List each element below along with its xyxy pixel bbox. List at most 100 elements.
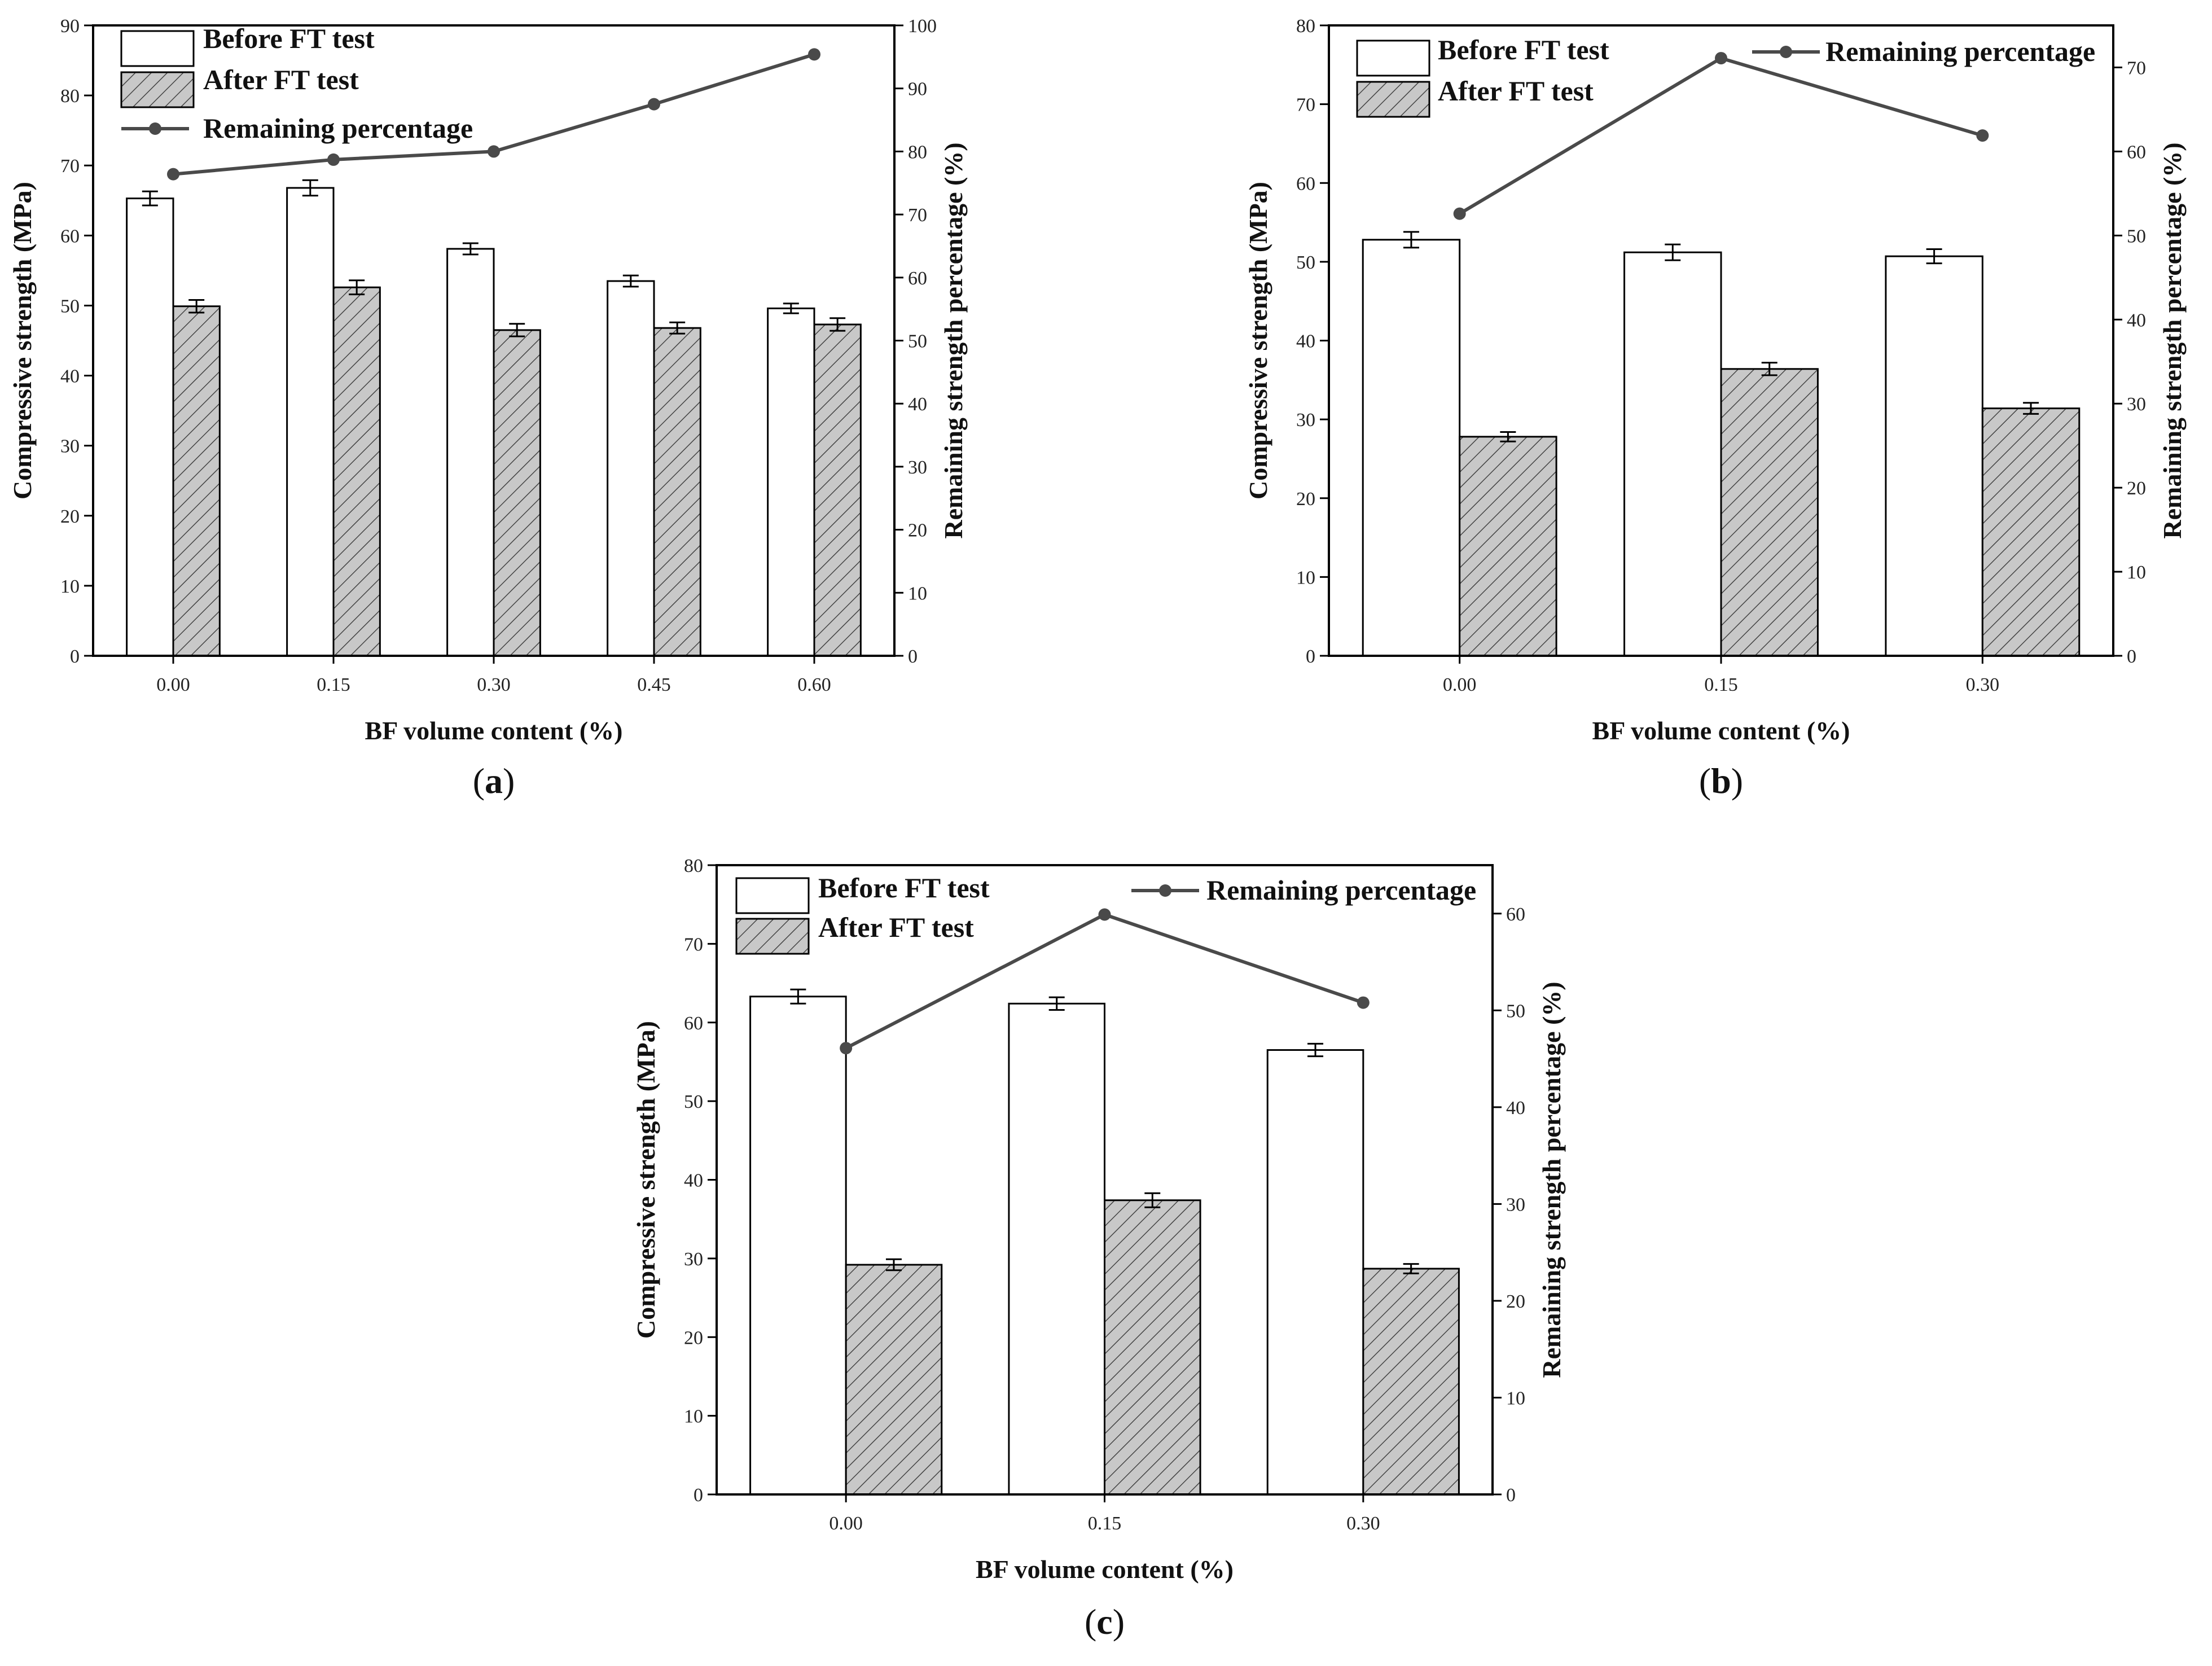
error-bar-a-1-4 xyxy=(830,317,846,332)
y-tick-label: 70 xyxy=(60,156,80,177)
error-bar-c-1-1 xyxy=(1144,1192,1161,1208)
error-bar-b-1-2 xyxy=(2023,402,2039,415)
y2-tick-label: 80 xyxy=(908,142,927,163)
y-tick-label: 30 xyxy=(1296,410,1315,431)
legend-b: Before FT test After FT test Remaining per… xyxy=(1356,34,2095,118)
y2-tick-label: 90 xyxy=(908,79,927,100)
legend-swatch-before xyxy=(120,30,195,67)
x-tick-label: 0.15 xyxy=(317,674,350,695)
y-tick-label: 30 xyxy=(684,1249,703,1270)
before-ft-bar-c-2 xyxy=(1266,1049,1364,1496)
error-bar-c-0-1 xyxy=(1048,996,1065,1011)
panel-label-c: (c) xyxy=(1085,1602,1125,1642)
y-tick-label: 50 xyxy=(60,296,80,317)
y-tick-label: 10 xyxy=(60,576,80,597)
after-ft-bar-a-3 xyxy=(653,327,701,657)
y-tick-label: 60 xyxy=(1296,173,1315,194)
before-ft-bar-a-0 xyxy=(126,198,174,657)
x-tick-label: 0.00 xyxy=(156,674,190,695)
chart-panel-b: 0 10 20 30 40 50 60 70 80 0 10 20 30 40 50 60 70 0.00 0.15… xyxy=(1244,16,2187,801)
legend-line-marker xyxy=(1159,884,1171,897)
remaining-percentage-point-a-0 xyxy=(167,168,179,181)
y-tick-label: 0 xyxy=(694,1485,703,1506)
x-axis-title: BF volume content (%) xyxy=(976,1555,1234,1584)
remaining-percentage-point-b-2 xyxy=(1976,129,1989,142)
after-ft-bar-c-2 xyxy=(1362,1268,1460,1496)
before-ft-bar-b-1 xyxy=(1623,251,1722,657)
legend-label-after: After FT test xyxy=(1438,75,1594,107)
error-bar-c-0-2 xyxy=(1307,1042,1324,1058)
remaining-percentage-point-c-1 xyxy=(1098,908,1111,921)
y-tick-label: 80 xyxy=(684,856,703,876)
y-tick-label: 0 xyxy=(70,646,80,667)
y2-tick-label: 40 xyxy=(2127,310,2146,331)
before-ft-bar-a-2 xyxy=(446,248,495,657)
error-bar-c-1-2 xyxy=(1403,1263,1419,1274)
error-bar-a-0-3 xyxy=(622,274,639,288)
after-ft-bar-a-2 xyxy=(493,329,541,657)
y2-tick-label: 40 xyxy=(1506,1098,1525,1119)
y2-tick-label: 0 xyxy=(1506,1485,1516,1506)
before-ft-bar-c-0 xyxy=(749,996,847,1496)
legend-swatch-before xyxy=(1356,40,1430,77)
y2-axis-title: Remaining strength percentage (%) xyxy=(1537,981,1566,1378)
y2-tick-label: 50 xyxy=(908,331,927,352)
x-axis-title: BF volume content (%) xyxy=(365,716,623,745)
x-tick-label: 0.15 xyxy=(1704,674,1738,695)
y-tick-label: 80 xyxy=(1296,16,1315,37)
y2-tick-label: 50 xyxy=(2127,226,2146,247)
y-axis-title: Compressive strength (MPa) xyxy=(631,1021,660,1339)
after-ft-bar-b-1 xyxy=(1720,368,1819,657)
after-ft-bar-b-2 xyxy=(1981,407,2081,657)
y2-tick-label: 30 xyxy=(1506,1194,1525,1215)
y-tick-label: 10 xyxy=(684,1406,703,1427)
x-tick-label: 0.00 xyxy=(1443,674,1477,695)
error-bar-a-1-1 xyxy=(349,279,365,296)
error-bar-a-0-4 xyxy=(783,302,799,314)
legend-label-before: Before FT test xyxy=(1438,34,1609,65)
y2-tick-label: 70 xyxy=(908,205,927,226)
before-ft-bar-b-2 xyxy=(1885,255,1983,657)
y-tick-label: 90 xyxy=(60,16,80,37)
y-tick-label: 0 xyxy=(1306,646,1315,667)
after-ft-bar-b-0 xyxy=(1459,436,1557,657)
legend-line-marker xyxy=(1780,46,1792,58)
y-tick-label: 20 xyxy=(684,1327,703,1348)
error-bar-b-1-0 xyxy=(1500,431,1516,442)
y2-tick-label: 10 xyxy=(2127,562,2146,583)
legend-label-after: After FT test xyxy=(203,64,359,95)
y2-tick-label: 70 xyxy=(2127,58,2146,78)
error-bar-a-0-0 xyxy=(142,190,158,207)
error-bar-a-1-2 xyxy=(509,323,525,337)
y-tick-label: 10 xyxy=(1296,567,1315,588)
y2-tick-label: 100 xyxy=(908,16,937,37)
error-bar-c-1-0 xyxy=(885,1258,902,1272)
y-tick-label: 40 xyxy=(60,366,80,387)
y2-tick-label: 60 xyxy=(908,268,927,289)
x-tick-label: 0.00 xyxy=(829,1513,863,1534)
legend-label-before: Before FT test xyxy=(818,872,990,904)
y-tick-label: 40 xyxy=(1296,331,1315,352)
after-ft-bar-a-4 xyxy=(813,323,862,657)
remaining-percentage-point-b-1 xyxy=(1715,52,1727,65)
y2-tick-label: 10 xyxy=(908,583,927,604)
legend-label-remaining: Remaining percentage xyxy=(203,112,473,144)
error-bar-a-1-0 xyxy=(188,299,205,314)
y2-tick-label: 20 xyxy=(1506,1291,1525,1312)
y-tick-label: 20 xyxy=(60,506,80,527)
y2-tick-label: 20 xyxy=(2127,478,2146,499)
before-ft-bar-a-3 xyxy=(607,280,655,657)
legend-c: Before FT test After FT test Remaining per… xyxy=(735,872,1476,955)
error-bar-a-0-1 xyxy=(302,179,318,197)
remaining-percentage-point-a-4 xyxy=(808,48,820,61)
y-tick-label: 60 xyxy=(60,226,80,247)
legend-label-after: After FT test xyxy=(818,911,974,943)
after-ft-bar-c-1 xyxy=(1104,1199,1201,1496)
error-bar-b-0-1 xyxy=(1665,243,1681,261)
x-tick-label: 0.30 xyxy=(1346,1513,1380,1534)
error-bar-b-0-0 xyxy=(1403,231,1419,249)
after-ft-bar-c-0 xyxy=(845,1264,943,1496)
panel-label-b: (b) xyxy=(1699,761,1743,801)
y2-tick-label: 30 xyxy=(2127,394,2146,415)
